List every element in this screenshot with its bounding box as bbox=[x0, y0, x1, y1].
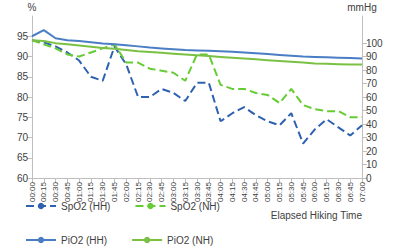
svg-text:05:45: 05:45 bbox=[299, 181, 308, 202]
svg-text:06:30: 06:30 bbox=[334, 181, 343, 202]
svg-text:06:15: 06:15 bbox=[322, 181, 331, 202]
svg-text:05:30: 05:30 bbox=[287, 181, 296, 202]
svg-text:03:45: 03:45 bbox=[204, 181, 213, 202]
svg-text:05:15: 05:15 bbox=[275, 181, 284, 202]
svg-text:65: 65 bbox=[17, 152, 29, 163]
svg-text:10: 10 bbox=[366, 159, 378, 170]
svg-text:02:15: 02:15 bbox=[134, 181, 143, 202]
svg-text:70: 70 bbox=[366, 78, 378, 89]
svg-text:100: 100 bbox=[366, 38, 383, 49]
svg-text:40: 40 bbox=[366, 119, 378, 130]
svg-text:01:30: 01:30 bbox=[98, 181, 107, 202]
svg-text:04:00: 04:00 bbox=[216, 181, 225, 202]
svg-text:75: 75 bbox=[17, 112, 29, 123]
svg-text:SpO2 (HH): SpO2 (HH) bbox=[61, 201, 110, 212]
svg-text:30: 30 bbox=[366, 132, 378, 143]
svg-text:01:00: 01:00 bbox=[75, 181, 84, 202]
svg-text:05:00: 05:00 bbox=[263, 181, 272, 202]
svg-text:06:45: 06:45 bbox=[346, 181, 355, 202]
svg-text:04:30: 04:30 bbox=[240, 181, 249, 202]
svg-text:00:45: 00:45 bbox=[63, 181, 72, 202]
svg-text:01:45: 01:45 bbox=[110, 181, 119, 202]
svg-text:95: 95 bbox=[17, 31, 29, 42]
svg-text:02:00: 02:00 bbox=[122, 181, 131, 202]
svg-text:90: 90 bbox=[366, 51, 378, 62]
svg-text:PiO2 (NH): PiO2 (NH) bbox=[167, 235, 213, 246]
svg-text:00:30: 00:30 bbox=[51, 181, 60, 202]
svg-text:mmHg: mmHg bbox=[347, 2, 376, 13]
svg-text:Elapsed Hiking Time: Elapsed Hiking Time bbox=[271, 210, 363, 221]
svg-text:60: 60 bbox=[366, 92, 378, 103]
svg-text:04:45: 04:45 bbox=[251, 181, 260, 202]
svg-text:03:00: 03:00 bbox=[169, 181, 178, 202]
svg-text:0: 0 bbox=[366, 173, 372, 184]
svg-text:80: 80 bbox=[17, 92, 29, 103]
svg-text:PiO2 (HH): PiO2 (HH) bbox=[61, 235, 107, 246]
svg-text:SpO2 (NH): SpO2 (NH) bbox=[170, 201, 219, 212]
svg-text:02:45: 02:45 bbox=[157, 181, 166, 202]
svg-text:03:30: 03:30 bbox=[193, 181, 202, 202]
svg-text:02:30: 02:30 bbox=[145, 181, 154, 202]
svg-text:60: 60 bbox=[17, 173, 29, 184]
svg-text:03:15: 03:15 bbox=[181, 181, 190, 202]
svg-text:00:15: 00:15 bbox=[39, 181, 48, 202]
svg-text:06:00: 06:00 bbox=[310, 181, 319, 202]
svg-text:80: 80 bbox=[366, 65, 378, 76]
svg-text:%: % bbox=[28, 2, 37, 13]
svg-text:20: 20 bbox=[366, 146, 378, 157]
svg-text:85: 85 bbox=[17, 71, 29, 82]
svg-text:04:15: 04:15 bbox=[228, 181, 237, 202]
svg-text:90: 90 bbox=[17, 51, 29, 62]
svg-text:50: 50 bbox=[366, 105, 378, 116]
svg-text:70: 70 bbox=[17, 132, 29, 143]
svg-text:01:15: 01:15 bbox=[86, 181, 95, 202]
svg-text:07:00: 07:00 bbox=[358, 181, 367, 202]
svg-text:00:00: 00:00 bbox=[28, 181, 37, 202]
